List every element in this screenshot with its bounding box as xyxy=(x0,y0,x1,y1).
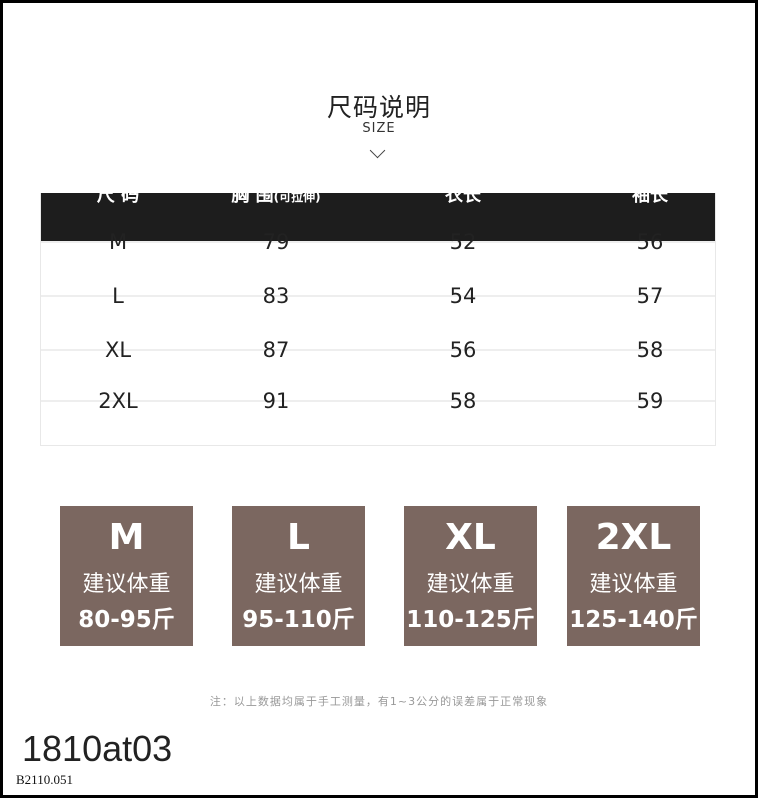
card-label: 建议体重 xyxy=(254,572,343,597)
table-cell: 56 xyxy=(636,230,664,254)
measurement-note: 注：以上数据均属于手工测量，有1~3公分的误差属于正常现象 xyxy=(209,695,549,708)
table-cell: 58 xyxy=(449,389,477,413)
batch-code: B2110.051 xyxy=(16,772,73,787)
table-cell: L xyxy=(112,284,124,308)
table-cell: 54 xyxy=(449,284,477,308)
table-cell: 57 xyxy=(636,284,664,308)
col-chest: 胸 围(可拉伸) xyxy=(231,185,321,206)
table-row: 2XL 91 58 59 xyxy=(41,389,715,445)
weight-card-m: M 建议体重 80-95斤 xyxy=(60,506,193,646)
table-row: L 83 54 57 xyxy=(41,284,715,349)
card-range: 125-140斤 xyxy=(569,607,698,633)
card-range: 110-125斤 xyxy=(406,607,535,633)
card-label: 建议体重 xyxy=(589,572,678,597)
col-sleeve: 袖长 xyxy=(632,185,668,206)
card-size: L xyxy=(287,517,310,558)
page-subtitle: SIZE xyxy=(362,121,396,136)
table-cell: 2XL xyxy=(98,389,138,413)
table-cell: 91 xyxy=(262,389,290,413)
weight-card-2xl: 2XL 建议体重 125-140斤 xyxy=(567,506,700,646)
card-size: M xyxy=(108,517,145,558)
card-label: 建议体重 xyxy=(426,572,515,597)
table-row: XL 87 56 58 xyxy=(41,338,715,400)
product-code: 1810at03 xyxy=(22,728,173,769)
card-size: XL xyxy=(445,517,496,558)
weight-card-xl: XL 建议体重 110-125斤 xyxy=(404,506,537,646)
col-length: 衣长 xyxy=(445,185,481,206)
page-title: 尺码说明 xyxy=(326,93,431,122)
card-range: 95-110斤 xyxy=(242,607,355,633)
card-range: 80-95斤 xyxy=(78,607,175,633)
table-header: 尺 码 胸 围(可拉伸) 衣长 袖长 xyxy=(41,185,715,241)
table-cell: 58 xyxy=(636,338,664,362)
col-size: 尺 码 xyxy=(96,185,140,206)
size-table: 尺 码 胸 围(可拉伸) 衣长 袖长 M 79 52 56 L 83 54 57 XL 87 56 5… xyxy=(40,185,716,446)
size-chart-image xyxy=(3,3,755,795)
weight-card-l: L 建议体重 95-110斤 xyxy=(232,506,365,646)
table-cell: 52 xyxy=(449,230,477,254)
table-cell: M xyxy=(108,230,128,254)
table-row: M 79 52 56 xyxy=(41,230,715,295)
table-cell: XL xyxy=(104,338,132,362)
table-cell: 56 xyxy=(449,338,477,362)
table-cell: 87 xyxy=(262,338,290,362)
table-cell: 59 xyxy=(636,389,664,413)
card-size: 2XL xyxy=(595,517,672,558)
table-cell: 79 xyxy=(262,230,290,254)
card-label: 建议体重 xyxy=(82,572,171,597)
table-cell: 83 xyxy=(262,284,290,308)
